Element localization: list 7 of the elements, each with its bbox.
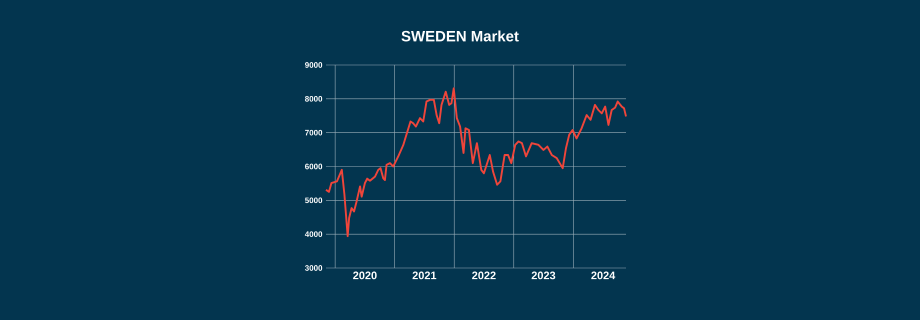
x-tick-label: 2020 <box>353 272 377 280</box>
x-tick-label: 2024 <box>591 272 616 280</box>
line-series <box>325 87 627 238</box>
x-tick-label: 2022 <box>472 272 496 280</box>
chart-title: SWEDEN Market <box>401 30 519 42</box>
x-tick-label: 2023 <box>532 272 556 280</box>
x-tick-label: 2021 <box>412 272 436 280</box>
